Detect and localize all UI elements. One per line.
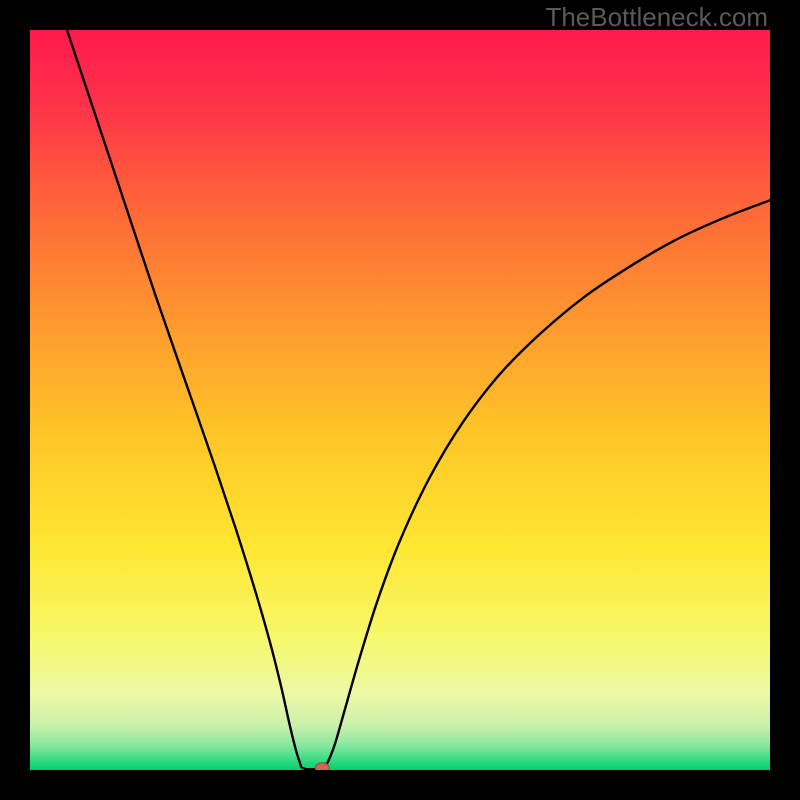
plot-area bbox=[30, 30, 770, 770]
optimal-point-marker bbox=[315, 763, 329, 770]
chart-svg bbox=[30, 30, 770, 770]
watermark-text: TheBottleneck.com bbox=[545, 2, 768, 33]
series-bottleneck-curve bbox=[67, 30, 770, 769]
chart-frame bbox=[0, 0, 800, 800]
